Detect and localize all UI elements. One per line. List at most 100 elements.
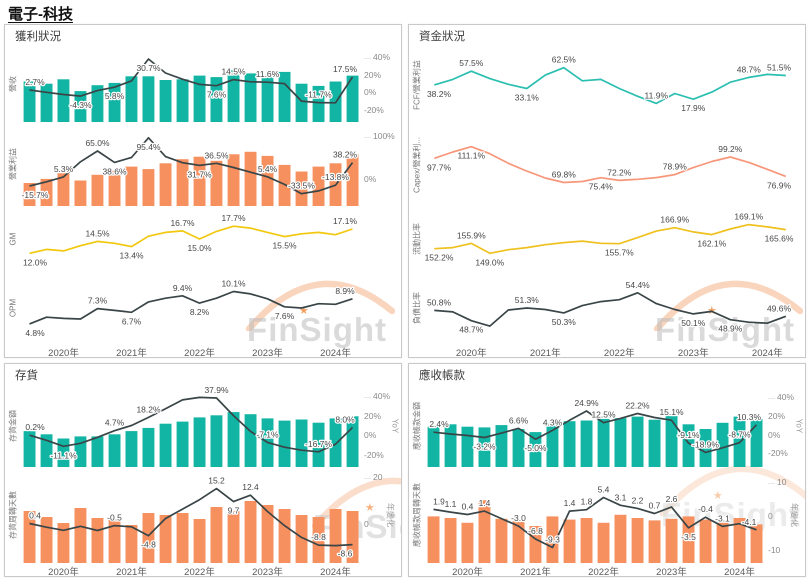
svg-text:3.1: 3.1 (615, 492, 627, 502)
svg-text:50.8%: 50.8% (427, 297, 452, 307)
right-axis-inventory-days: —20 0 年變化 (364, 472, 395, 530)
chart-fcf-to-operating-profit[interactable]: 38.2% 57.5% 33.1% 62.5% 11.9% 17.9% 48.7% 51.5% (425, 46, 795, 124)
chart-inventory-days-change[interactable]: 0.4 -0.5 -4.8 15.2 9.7 12.4 -8.8 -8.6 (21, 467, 361, 563)
svg-text:54.4%: 54.4% (626, 280, 651, 290)
svg-text:75.4%: 75.4% (589, 182, 614, 192)
svg-text:-3.5: -3.5 (681, 532, 696, 542)
y-axis-label-capex-op: Capex/營業利... (412, 136, 422, 194)
chart-ar-amount[interactable]: 2.4% -3.2% 6.6% -5.0% 4.3% 24.9% 12.5% 22.2% 15.… (425, 385, 765, 467)
svg-text:5.8%: 5.8% (105, 91, 125, 101)
chart-ar-days-change[interactable]: 1.9 1.1 0.4 1.4 -3.0 -6.8 -9.3 1.4 1.8 5.4 3.1 2.2 0… (425, 467, 765, 563)
svg-text:50.3%: 50.3% (552, 317, 577, 327)
svg-text:50.1%: 50.1% (681, 318, 706, 328)
svg-text:14.5%: 14.5% (221, 67, 246, 77)
svg-text:15.2: 15.2 (208, 476, 225, 486)
svg-text:13.4%: 13.4% (119, 251, 144, 261)
chart-inventory-amount[interactable]: 0.2% -11.1% 4.7% 18.2% 37.9% -7.1% -16.7% 8.0% (21, 384, 361, 467)
svg-text:12.5%: 12.5% (591, 410, 616, 420)
svg-text:4.3%: 4.3% (543, 417, 563, 427)
svg-text:11.6%: 11.6% (256, 69, 280, 79)
svg-text:-0.5: -0.5 (107, 513, 122, 523)
svg-text:8.0%: 8.0% (335, 415, 355, 425)
right-axis-gm (361, 206, 401, 272)
svg-text:0.2%: 0.2% (25, 422, 45, 432)
svg-text:9.4%: 9.4% (173, 283, 193, 293)
chart-gross-margin[interactable]: 12.0% 14.5% 13.4% 16.7% 15.0% 17.7% 15.5% 17.1% (21, 206, 361, 272)
svg-text:36.5%: 36.5% (204, 150, 229, 160)
y-axis-label-debt-ratio: 負債比率 (412, 292, 422, 324)
svg-text:69.8%: 69.8% (552, 170, 577, 180)
svg-text:12.4: 12.4 (242, 482, 259, 492)
svg-text:12.0%: 12.0% (23, 257, 48, 267)
svg-text:152.2%: 152.2% (425, 253, 454, 263)
chart-operating-profit-yoy[interactable]: -15.7% 5.3% 65.0% 38.6% 95.4% 31.7% 36.5% 5.4% -… (20, 122, 361, 206)
svg-text:18.2%: 18.2% (136, 404, 161, 414)
svg-text:8.2%: 8.2% (190, 307, 210, 317)
svg-text:38.6%: 38.6% (102, 166, 127, 176)
svg-text:17.1%: 17.1% (333, 216, 358, 226)
right-axis-operating-profit: —100% 0% (364, 130, 395, 185)
svg-text:1.4: 1.4 (564, 498, 576, 508)
svg-text:-11.7%: -11.7% (305, 90, 332, 100)
svg-text:-4.3%: -4.3% (69, 100, 92, 110)
svg-text:-8.7%: -8.7% (728, 430, 751, 440)
svg-text:-15.7%: -15.7% (22, 190, 49, 200)
chart-debt-ratio[interactable]: 50.8% 48.7% 51.3% 50.3% 54.4% 50.1% 48.9% 49.6% (425, 272, 795, 344)
x-axis-inventory: 2020年 2021年 2022年 2023年 2024年 (5, 563, 401, 576)
svg-text:1.1: 1.1 (445, 499, 457, 509)
chart-revenue-yoy[interactable]: 2.7% -4.3% 5.8% 30.7% 7.6% 14.5% 11.6% -11.7% 17… (21, 46, 361, 122)
svg-text:49.6%: 49.6% (767, 303, 792, 313)
svg-text:48.9%: 48.9% (718, 324, 743, 334)
svg-text:48.7%: 48.7% (737, 64, 762, 74)
svg-text:57.5%: 57.5% (459, 58, 484, 68)
y-axis-label-fcf-op: FCF/營業利益 (412, 60, 422, 110)
svg-text:-8.8: -8.8 (311, 532, 326, 542)
chart-operating-margin[interactable]: 4.8% 7.3% 6.7% 9.4% 8.2% 10.1% 7.6% 8.9% (21, 272, 361, 344)
y-axis-label-operating-profit: 營業利益 (8, 148, 18, 180)
svg-text:165.6%: 165.6% (765, 234, 794, 244)
svg-text:5.4%: 5.4% (258, 164, 278, 174)
panel-profit-title: 獲利狀況 (15, 31, 61, 43)
svg-text:-9.1%: -9.1% (677, 430, 700, 440)
svg-text:-11.1%: -11.1% (50, 450, 77, 460)
svg-text:-13.8%: -13.8% (322, 172, 349, 182)
svg-text:-6.8: -6.8 (528, 526, 543, 536)
svg-text:97.7%: 97.7% (427, 162, 452, 172)
right-axis-ar-days: —10 0 -10 年變化 (768, 476, 799, 555)
panel-inventory: 存貨 存貨金額 0.2% -11.1% 4.7% 18.2% 37.9% -7.1% -16… (4, 363, 402, 577)
right-axis-opm (361, 272, 401, 344)
svg-text:38.2%: 38.2% (333, 150, 358, 160)
chart-current-ratio[interactable]: 152.2% 155.9% 149.0% 155.7% 166.9% 162.1% 169.… (423, 206, 795, 272)
svg-text:15.0%: 15.0% (187, 243, 212, 253)
svg-text:17.7%: 17.7% (221, 213, 246, 223)
svg-text:-18.9%: -18.9% (692, 439, 719, 449)
svg-text:16.7%: 16.7% (170, 218, 195, 228)
svg-text:1.4: 1.4 (479, 498, 491, 508)
x-axis-funding: 2020年 2021年 2022年 2023年 2024年 (409, 344, 805, 357)
x-axis-profit: 2020年 2021年 2022年 2023年 2024年 (5, 344, 401, 357)
svg-text:8.9%: 8.9% (335, 286, 355, 296)
right-axis-current-ratio (795, 206, 805, 272)
svg-text:17.5%: 17.5% (333, 64, 358, 74)
svg-text:51.3%: 51.3% (515, 295, 540, 305)
svg-text:4.7%: 4.7% (105, 418, 125, 428)
y-axis-label-inventory-amount: 存貨金額 (8, 410, 18, 442)
svg-text:78.9%: 78.9% (663, 162, 688, 172)
svg-text:51.5%: 51.5% (767, 63, 792, 73)
svg-text:-4.8: -4.8 (141, 540, 156, 550)
svg-text:15.5%: 15.5% (272, 241, 297, 251)
svg-text:95.4%: 95.4% (136, 142, 161, 152)
panel-receivables-title: 應收帳款 (419, 370, 465, 382)
svg-text:155.7%: 155.7% (605, 248, 634, 258)
svg-text:14.5%: 14.5% (85, 228, 110, 238)
chart-capex-to-operating-profit[interactable]: 97.7% 111.1% 69.8% 75.4% 72.2% 78.9% 99.2% 76.9… (425, 124, 795, 206)
svg-text:2.7%: 2.7% (25, 77, 45, 87)
svg-text:-3.1: -3.1 (715, 513, 730, 523)
svg-text:4.8%: 4.8% (25, 328, 45, 338)
svg-text:33.1%: 33.1% (515, 93, 540, 103)
svg-text:7.6%: 7.6% (275, 311, 295, 321)
right-axis-capex (795, 124, 805, 206)
svg-text:0.4: 0.4 (29, 511, 41, 521)
svg-text:9.7: 9.7 (228, 506, 240, 516)
svg-text:-7.1%: -7.1% (256, 429, 279, 439)
